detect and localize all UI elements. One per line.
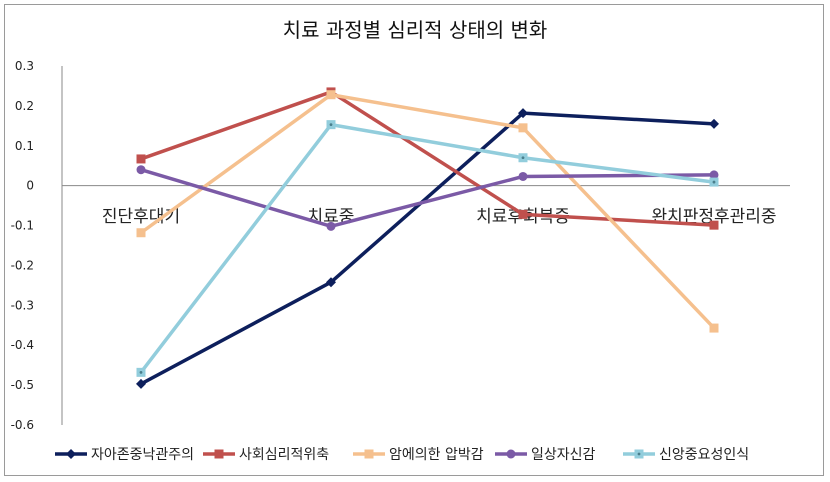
legend-marker xyxy=(506,449,516,459)
y-tick-label: 0.3 xyxy=(15,59,34,73)
data-point-center xyxy=(521,156,525,160)
data-point xyxy=(326,221,336,231)
legend-marker xyxy=(66,449,76,459)
y-tick-label: -0.2 xyxy=(11,258,34,272)
series-line xyxy=(139,92,716,330)
series-line xyxy=(140,90,715,227)
y-tick-label: 0.2 xyxy=(15,99,34,113)
y-tick-label: 0.1 xyxy=(15,139,34,153)
series-line xyxy=(140,111,715,386)
series-1 xyxy=(136,87,719,230)
data-point xyxy=(518,171,528,181)
legend-label: 일상자신감 xyxy=(531,447,596,463)
data-point xyxy=(136,154,146,164)
y-tick-label: 0 xyxy=(26,179,34,193)
series-4 xyxy=(136,120,719,377)
data-point xyxy=(709,170,719,180)
data-point xyxy=(709,220,719,230)
y-tick-label: -0.6 xyxy=(11,418,34,432)
legend-label: 사회심리적위축 xyxy=(239,447,329,463)
data-point xyxy=(709,118,719,129)
legend-layer: 자아존중낙관주의 사회심리적위축 암에의한 압박감 일상자신감 신앙중요성인식 xyxy=(55,447,749,463)
series-3 xyxy=(136,165,719,231)
data-point xyxy=(518,123,528,133)
y-tick-label: -0.4 xyxy=(11,338,34,352)
chart-title: 치료 과정별 심리적 상태의 변화 xyxy=(282,18,548,42)
y-tick-label: -0.5 xyxy=(11,378,34,392)
legend-marker xyxy=(364,449,374,459)
y-tick-label: -0.3 xyxy=(11,298,34,312)
series-2 xyxy=(136,90,719,333)
data-point-center xyxy=(712,180,716,184)
legend-label: 신앙중요성인식 xyxy=(659,447,749,463)
series-line xyxy=(139,122,715,374)
data-point xyxy=(518,108,528,119)
legend-label: 암에의한 압박감 xyxy=(389,447,484,463)
data-point xyxy=(709,323,719,333)
legend-marker xyxy=(214,449,224,459)
chart-frame xyxy=(4,4,824,476)
data-point xyxy=(518,209,528,219)
data-point-center xyxy=(329,123,333,127)
data-point xyxy=(136,165,146,175)
series-0 xyxy=(136,108,719,389)
legend-item-4: 신앙중요성인식 xyxy=(623,447,749,463)
data-point-center xyxy=(139,370,143,374)
series-line xyxy=(140,168,715,229)
legend-label: 자아존중낙관주의 xyxy=(91,447,194,463)
data-point xyxy=(326,277,336,288)
x-category-label: 진단후대기 xyxy=(102,207,180,227)
data-point xyxy=(136,228,146,238)
legend-item-3: 일상자신감 xyxy=(495,447,596,463)
y-tick-label: -0.1 xyxy=(11,219,34,233)
legend-marker-center xyxy=(637,452,641,456)
series-layer xyxy=(136,87,719,389)
legend-item-2: 암에의한 압박감 xyxy=(353,447,484,463)
legend-item-1: 사회심리적위축 xyxy=(203,447,329,463)
data-point xyxy=(326,90,336,100)
legend-item-0: 자아존중낙관주의 xyxy=(55,447,194,463)
data-point xyxy=(136,378,146,389)
